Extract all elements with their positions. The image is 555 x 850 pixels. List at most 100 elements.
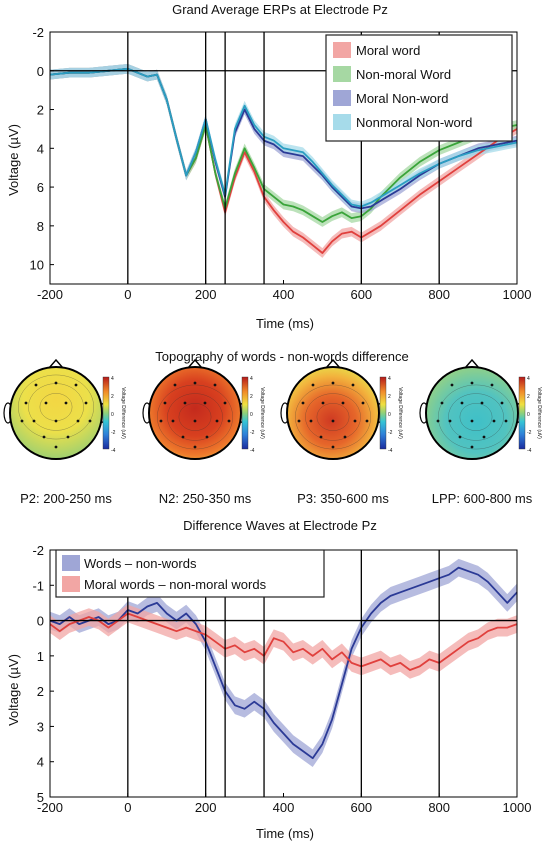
colorbar-tick-label: -4 <box>111 448 116 454</box>
contour-line <box>18 374 94 440</box>
panel-c-y-tick-label: 5 <box>37 790 44 805</box>
electrode-dot <box>480 401 484 405</box>
legend-swatch-moral-word <box>333 42 351 58</box>
panel-a-x-tick-label: 600 <box>350 287 372 302</box>
colorbar-tick-label: -2 <box>250 430 255 436</box>
electrode-dot <box>54 445 58 449</box>
electrode-dot <box>450 383 454 387</box>
panel-a-x-tick-label: 400 <box>273 287 295 302</box>
electrode-dot <box>171 419 175 423</box>
colorbar <box>518 376 526 450</box>
panel-c: Difference Waves at Electrode Pz -200 0 20… <box>6 518 531 841</box>
contour-line <box>305 393 361 441</box>
electrode-dot <box>341 401 345 405</box>
legend-box <box>325 34 513 142</box>
electrode-dot <box>458 435 462 439</box>
colorbar-tick-label: 2 <box>388 394 391 400</box>
panel-c-y-tick-label: 0 <box>37 614 44 629</box>
colorbar-tick-label: 0 <box>250 412 253 418</box>
electrode-dot <box>215 419 219 423</box>
electrode-dot <box>470 445 474 449</box>
panel-a-x-tick-label: 200 <box>195 287 217 302</box>
panel-a-axes: -200 0 200 400 600 800 1000 -2 0 2 4 6 8 10 <box>30 25 532 302</box>
topomap-caption: N2: 250-350 ms <box>159 491 252 506</box>
electrode-dot <box>193 445 197 449</box>
head-nose <box>48 358 64 369</box>
colorbar-label: Voltage Difference (uV) <box>397 387 403 439</box>
electrode-dot <box>436 419 440 423</box>
electrode-dot <box>321 401 325 405</box>
topomap-0: 4 2 0 -2 -4 Voltage Difference (uV) P2: 200-25… <box>3 358 126 506</box>
colorbar-tick-label: 4 <box>111 376 114 382</box>
contour-line <box>157 384 233 450</box>
electrode-dot <box>500 401 504 405</box>
panel-a-x-tick-label: 800 <box>428 287 450 302</box>
panel-a-y-tick-label: 0 <box>37 64 44 79</box>
electrode-dot <box>504 419 508 423</box>
colorbar-tick-label: 2 <box>111 394 114 400</box>
panel-c-x-tick-label: 1000 <box>503 800 532 815</box>
electrode-dot <box>353 419 357 423</box>
electrode-dot <box>32 419 36 423</box>
panel-a-x-tick-label: 0 <box>124 287 131 302</box>
electrode-dot <box>301 401 305 405</box>
electrode-dot <box>470 419 474 423</box>
colorbar-tick-label: 0 <box>111 412 114 418</box>
electrode-dot <box>193 419 197 423</box>
electrode-dot <box>331 445 335 449</box>
electrode-dot <box>173 383 177 387</box>
panel-a-y-tick-label: 6 <box>37 180 44 195</box>
colorbar-tick-label: 4 <box>388 376 391 382</box>
electrode-dot <box>227 419 231 423</box>
legend-label-moral-diff: Moral words – non-moral words <box>84 577 267 592</box>
colorbar-tick-label: -2 <box>388 430 393 436</box>
panel-b-title: Topography of words - non-words differen… <box>155 349 408 364</box>
panel-a-title: Grand Average ERPs at Electrode Pz <box>172 2 388 17</box>
colorbar-label: Voltage Difference (uV) <box>536 387 542 439</box>
electrode-dot <box>74 383 78 387</box>
electrode-dot <box>331 419 335 423</box>
panel-c-title: Difference Waves at Electrode Pz <box>183 518 377 533</box>
legend-swatch-words-non-words <box>62 555 80 571</box>
electrode-dot <box>482 435 486 439</box>
colorbar-label: Voltage Difference (uV) <box>120 387 126 439</box>
panel-c-y-tick-label: -1 <box>32 578 44 593</box>
colorbar-tick-label: 2 <box>250 394 253 400</box>
panel-c-x-tick-label: -200 <box>37 800 63 815</box>
colorbar-tick-label: 0 <box>527 412 530 418</box>
panel-a-y-tick-label: -2 <box>32 25 44 40</box>
electrode-dot <box>343 435 347 439</box>
panel-a-x-tick-label: -200 <box>37 287 63 302</box>
electrode-dot <box>448 419 452 423</box>
panel-c-y-tick-label: 4 <box>37 755 44 770</box>
panel-c-y-tick-label: -2 <box>32 543 44 558</box>
panel-a-y-tick-label: 2 <box>37 103 44 118</box>
scalp-map <box>9 366 103 460</box>
scalp-map <box>425 366 519 460</box>
panel-c-legend: Words – non-words Moral words – non-mora… <box>55 549 325 598</box>
electrode-dot <box>460 401 464 405</box>
topography-maps: 4 2 0 -2 -4 Voltage Difference (uV) P2: 200-25… <box>3 358 542 506</box>
panel-c-x-tick-label: 600 <box>350 800 372 815</box>
panel-a-x-label: Time (ms) <box>256 316 314 331</box>
panel-c-y-label: Voltage (µV) <box>6 654 21 726</box>
panel-c-y-tick-label: 2 <box>37 684 44 699</box>
electrode-dot <box>84 401 88 405</box>
electrode-dot <box>440 401 444 405</box>
electrode-dot <box>163 401 167 405</box>
electrode-dot <box>44 401 48 405</box>
colorbar <box>379 376 387 450</box>
electrode-dot <box>183 401 187 405</box>
colorbar-tick-label: -4 <box>250 448 255 454</box>
colorbar-tick-label: -2 <box>527 430 532 436</box>
panel-c-x-label: Time (ms) <box>256 826 314 841</box>
electrode-dot <box>331 381 335 385</box>
topomap-1: 4 2 0 -2 -4 Voltage Difference (uV) N2: 250-35… <box>142 358 265 506</box>
topomap-caption: P3: 350-600 ms <box>297 491 389 506</box>
electrode-dot <box>66 435 70 439</box>
topomap-2: 4 2 0 -2 -4 Voltage Difference (uV) P3: 350-60… <box>280 358 403 506</box>
panel-c-series-band-0 <box>50 558 517 768</box>
electrode-dot <box>205 435 209 439</box>
topomap-caption: P2: 200-250 ms <box>20 491 112 506</box>
electrode-dot <box>181 435 185 439</box>
